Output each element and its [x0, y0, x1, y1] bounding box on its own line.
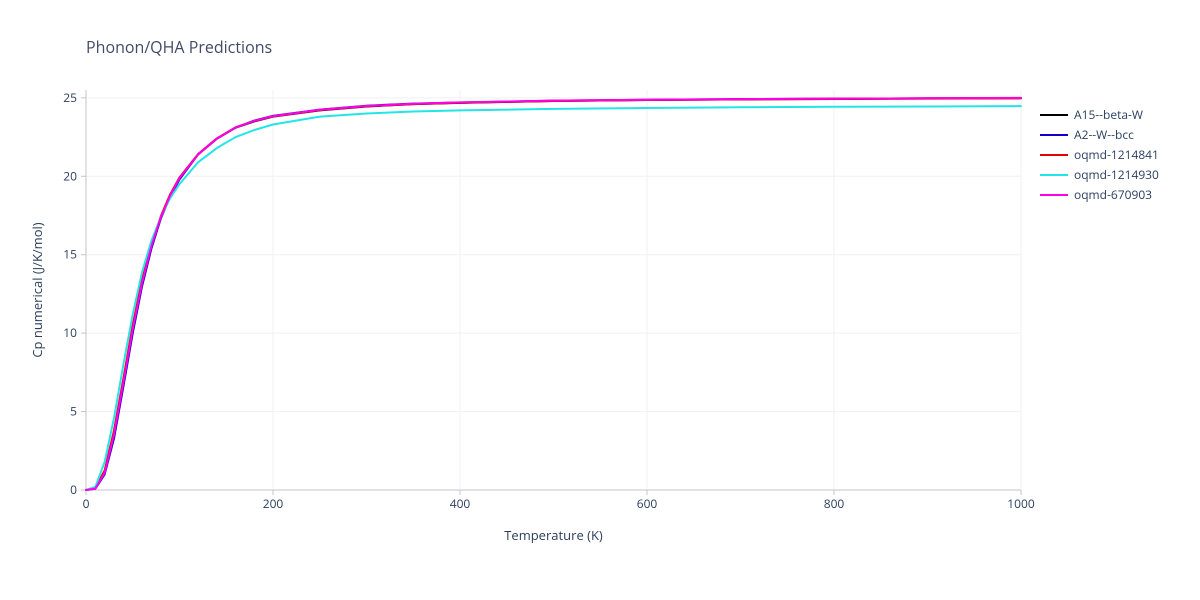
- svg-text:800: 800: [824, 495, 845, 512]
- line-chart: 0 200 400 600 800 1000 0 5 10 15 20 25: [0, 0, 1200, 600]
- y-axis-label: Cp numerical (J/K/mol): [28, 90, 46, 490]
- svg-text:600: 600: [637, 495, 658, 512]
- legend-swatch: [1040, 194, 1068, 196]
- legend-label: A2--W--bcc: [1074, 125, 1134, 145]
- legend-label: oqmd-1214841: [1074, 145, 1159, 165]
- svg-text:20: 20: [63, 167, 77, 184]
- legend-item[interactable]: oqmd-1214930: [1040, 165, 1159, 185]
- legend-label: oqmd-670903: [1074, 185, 1152, 205]
- chart-legend: A15--beta-WA2--W--bccoqmd-1214841oqmd-12…: [1040, 105, 1159, 205]
- svg-text:10: 10: [63, 324, 77, 341]
- legend-swatch: [1040, 134, 1068, 136]
- svg-text:15: 15: [63, 246, 77, 263]
- legend-item[interactable]: A2--W--bcc: [1040, 125, 1159, 145]
- svg-text:5: 5: [70, 403, 77, 420]
- legend-label: oqmd-1214930: [1074, 165, 1159, 185]
- legend-swatch: [1040, 114, 1068, 116]
- legend-item[interactable]: A15--beta-W: [1040, 105, 1159, 125]
- legend-item[interactable]: oqmd-670903: [1040, 185, 1159, 205]
- svg-text:0: 0: [70, 481, 77, 498]
- chart-container: { "chart": { "type": "line", "title": "P…: [0, 0, 1200, 600]
- svg-text:25: 25: [63, 89, 77, 106]
- x-axis-label: Temperature (K): [86, 526, 1021, 544]
- svg-text:200: 200: [263, 495, 284, 512]
- svg-text:0: 0: [83, 495, 90, 512]
- svg-text:1000: 1000: [1007, 495, 1035, 512]
- legend-swatch: [1040, 154, 1068, 156]
- legend-item[interactable]: oqmd-1214841: [1040, 145, 1159, 165]
- svg-text:400: 400: [450, 495, 471, 512]
- legend-swatch: [1040, 174, 1068, 176]
- legend-label: A15--beta-W: [1074, 105, 1143, 125]
